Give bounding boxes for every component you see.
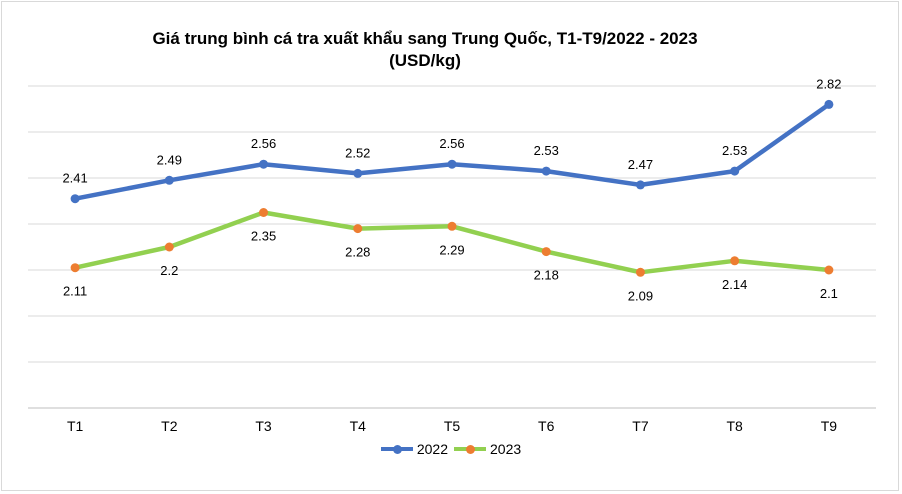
data-label-2022: 2.56 <box>439 136 464 151</box>
data-point-2023 <box>70 263 80 273</box>
legend-swatch-2022 <box>380 444 413 454</box>
data-label-2022: 2.47 <box>628 157 653 172</box>
data-label-2023: 2.1 <box>820 286 838 301</box>
chart-title-line1: Giá trung bình cá tra xuất khẩu sang Tru… <box>152 29 698 48</box>
data-label-2022: 2.82 <box>816 76 841 91</box>
legend-item-2022: 2022 <box>380 441 448 457</box>
data-label-2023: 2.09 <box>628 288 653 303</box>
data-point-2023 <box>635 267 645 277</box>
data-point-2022 <box>164 175 174 185</box>
chart-title: Giá trung bình cá tra xuất khẩu sang Tru… <box>0 28 850 72</box>
data-point-2022 <box>730 166 740 176</box>
data-point-2022 <box>259 159 269 169</box>
legend-label-2023: 2023 <box>490 441 522 457</box>
legend-swatch-2023 <box>454 444 486 454</box>
data-point-2022 <box>70 194 80 204</box>
data-label-2022: 2.41 <box>62 171 87 186</box>
data-label-2023: 2.2 <box>160 263 178 278</box>
x-tick-label: T7 <box>632 418 649 434</box>
data-label-2022: 2.52 <box>345 145 370 160</box>
x-tick-label: T1 <box>67 418 84 434</box>
data-point-2022 <box>635 180 645 190</box>
data-label-2023: 2.28 <box>345 245 370 260</box>
data-point-2023 <box>541 247 551 257</box>
legend: 2022 2023 <box>0 441 902 457</box>
x-tick-label: T8 <box>726 418 743 434</box>
legend-marker-2023 <box>466 444 475 454</box>
x-tick-label: T5 <box>444 418 461 434</box>
data-label-2023: 2.29 <box>439 242 464 257</box>
data-label-2023: 2.18 <box>534 268 559 283</box>
x-tick-label: T3 <box>255 418 272 434</box>
series-line-2022 <box>72 102 832 201</box>
data-point-2023 <box>259 208 269 217</box>
legend-item-2023: 2023 <box>454 441 521 457</box>
data-label-2022: 2.53 <box>722 143 747 158</box>
data-point-2022 <box>824 99 834 109</box>
data-point-2022 <box>541 166 551 176</box>
data-point-2022 <box>353 168 363 178</box>
data-label-2022: 2.56 <box>251 136 276 151</box>
x-tick-label: T2 <box>161 418 178 434</box>
data-label-2023: 2.11 <box>63 284 87 299</box>
data-label-2023: 2.14 <box>722 277 747 292</box>
legend-marker-2022 <box>392 444 402 454</box>
data-point-2022 <box>447 159 457 169</box>
data-point-2023 <box>164 242 174 252</box>
data-point-2023 <box>447 221 457 231</box>
x-tick-label: T9 <box>821 418 838 434</box>
legend-label-2022: 2022 <box>416 441 448 457</box>
data-point-2023 <box>730 256 740 266</box>
data-label-2023: 2.35 <box>251 229 276 244</box>
data-point-2023 <box>353 224 363 234</box>
x-tick-label: T4 <box>350 418 367 434</box>
data-point-2023 <box>824 265 834 275</box>
chart-title-line2: (USD/kg) <box>389 51 461 70</box>
x-tick-label: T6 <box>538 418 555 434</box>
data-label-2022: 2.49 <box>157 152 182 167</box>
data-label-2022: 2.53 <box>534 143 559 158</box>
